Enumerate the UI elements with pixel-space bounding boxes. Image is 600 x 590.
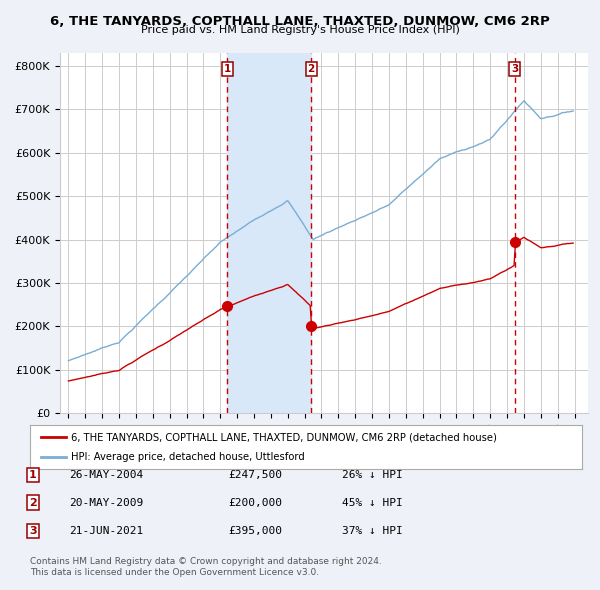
Text: 6, THE TANYARDS, COPTHALL LANE, THAXTED, DUNMOW, CM6 2RP: 6, THE TANYARDS, COPTHALL LANE, THAXTED,…	[50, 15, 550, 28]
Text: 3: 3	[29, 526, 37, 536]
Text: £247,500: £247,500	[228, 470, 282, 480]
Bar	[227, 53, 311, 413]
Text: 37% ↓ HPI: 37% ↓ HPI	[342, 526, 403, 536]
Text: Contains HM Land Registry data © Crown copyright and database right 2024.: Contains HM Land Registry data © Crown c…	[30, 558, 382, 566]
Text: 1: 1	[223, 64, 230, 74]
Text: 21-JUN-2021: 21-JUN-2021	[69, 526, 143, 536]
Text: 26% ↓ HPI: 26% ↓ HPI	[342, 470, 403, 480]
Text: 3: 3	[511, 64, 518, 74]
Text: 26-MAY-2004: 26-MAY-2004	[69, 470, 143, 480]
Text: HPI: Average price, detached house, Uttlesford: HPI: Average price, detached house, Uttl…	[71, 452, 305, 461]
Text: Price paid vs. HM Land Registry's House Price Index (HPI): Price paid vs. HM Land Registry's House …	[140, 25, 460, 35]
Text: This data is licensed under the Open Government Licence v3.0.: This data is licensed under the Open Gov…	[30, 568, 319, 577]
Text: £200,000: £200,000	[228, 498, 282, 507]
Text: 20-MAY-2009: 20-MAY-2009	[69, 498, 143, 507]
Text: 45% ↓ HPI: 45% ↓ HPI	[342, 498, 403, 507]
Text: £395,000: £395,000	[228, 526, 282, 536]
Text: 6, THE TANYARDS, COPTHALL LANE, THAXTED, DUNMOW, CM6 2RP (detached house): 6, THE TANYARDS, COPTHALL LANE, THAXTED,…	[71, 432, 497, 442]
Text: 2: 2	[307, 64, 314, 74]
Text: 1: 1	[29, 470, 37, 480]
Text: 2: 2	[29, 498, 37, 507]
